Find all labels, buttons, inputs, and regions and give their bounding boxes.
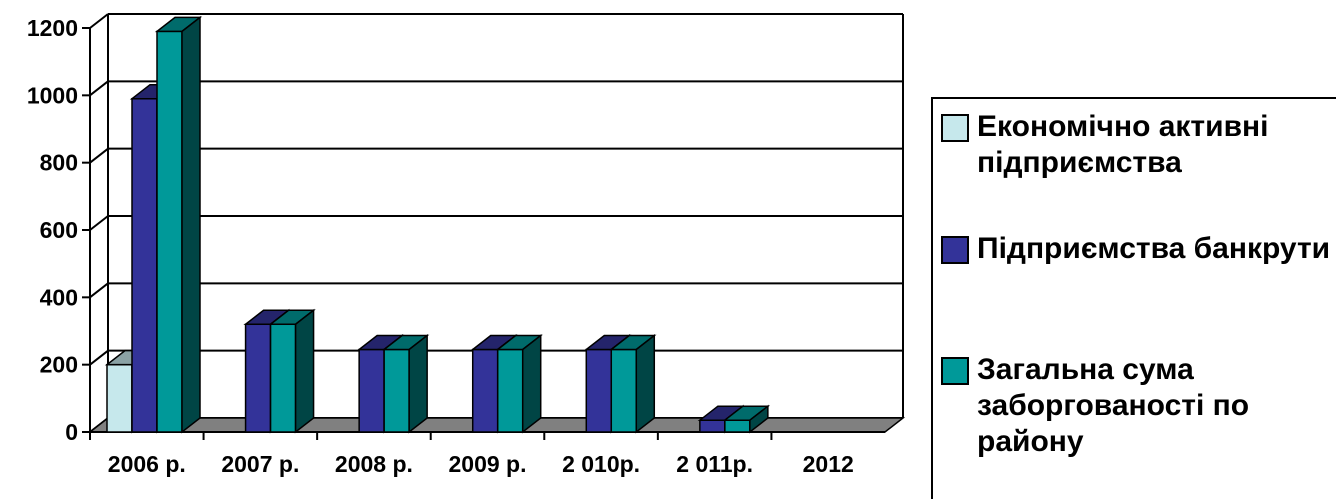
y-tick-label: 0 xyxy=(65,419,78,445)
legend-label-bankrupt: Підприємства банкрути xyxy=(977,232,1331,265)
gridline-side xyxy=(89,349,109,366)
legend-item-active: Економічно активні підприємства xyxy=(941,109,1336,181)
legend-label-debt: Загальна сума заборгованості по району xyxy=(977,353,1250,458)
bar-front xyxy=(724,419,751,433)
x-tick-label: 2012 xyxy=(803,451,854,477)
bar-front xyxy=(244,323,272,433)
bar-front xyxy=(471,348,499,433)
y-tick-label: 400 xyxy=(40,284,78,310)
x-tick-label: 2007 р. xyxy=(221,451,299,477)
gridline-side xyxy=(89,147,109,164)
y-tick-label: 1200 xyxy=(27,15,78,41)
legend-item-debt: Загальна сума заборгованості по району xyxy=(941,352,1336,460)
x-tick-label: 2006 р. xyxy=(108,451,186,477)
gridline-side xyxy=(89,80,109,97)
bar-front xyxy=(496,348,524,433)
bar-side xyxy=(181,15,201,434)
legend-swatch-active xyxy=(941,114,969,142)
legend-item-bankrupt: Підприємства банкрути xyxy=(941,231,1336,267)
x-tick-label: 2 010р. xyxy=(562,451,640,477)
bar-front xyxy=(699,419,726,433)
y-tick-label: 200 xyxy=(40,352,78,378)
bar xyxy=(722,404,771,434)
bar-front xyxy=(383,348,410,433)
bar-front xyxy=(358,348,385,433)
bar-side xyxy=(294,308,315,434)
bars xyxy=(104,15,771,434)
y-tick-label: 1000 xyxy=(27,82,78,108)
bar-side xyxy=(408,333,428,434)
y-tick-label: 600 xyxy=(40,217,78,243)
gridlines xyxy=(89,13,903,433)
gridline-side xyxy=(89,13,109,29)
bar-front xyxy=(131,97,158,433)
bar-front xyxy=(585,348,613,433)
bar-side xyxy=(521,333,542,434)
bar-side xyxy=(635,333,656,434)
gridline-side xyxy=(89,215,109,231)
bar-chart: 0 200 400 600 800 1000 1200 2006 р. 2007 р. 2008 … xyxy=(27,13,906,477)
bar xyxy=(609,333,657,434)
bar xyxy=(268,308,316,434)
bar xyxy=(154,15,203,434)
bar-front xyxy=(610,348,638,433)
bar-side xyxy=(749,404,769,434)
legend-swatch-bankrupt xyxy=(941,236,969,264)
legend-swatch-debt xyxy=(941,357,969,385)
bar xyxy=(495,333,543,434)
bar-front xyxy=(269,323,297,433)
legend-label-active: Економічно активні підприємства xyxy=(977,110,1269,179)
bar-front xyxy=(156,30,183,433)
bar xyxy=(381,333,430,434)
bar-front xyxy=(106,363,133,433)
x-tick-label: 2009 р. xyxy=(449,451,527,477)
gridline-side xyxy=(89,282,109,299)
x-tick-label: 2 011р. xyxy=(676,451,753,477)
y-tick-label: 800 xyxy=(40,150,78,176)
legend: Економічно активні підприємства Підприєм… xyxy=(931,97,1336,499)
axis-labels: 0 200 400 600 800 1000 1200 2006 р. 2007 р. 2008 … xyxy=(27,15,854,477)
x-tick-label: 2008 р. xyxy=(335,451,413,477)
